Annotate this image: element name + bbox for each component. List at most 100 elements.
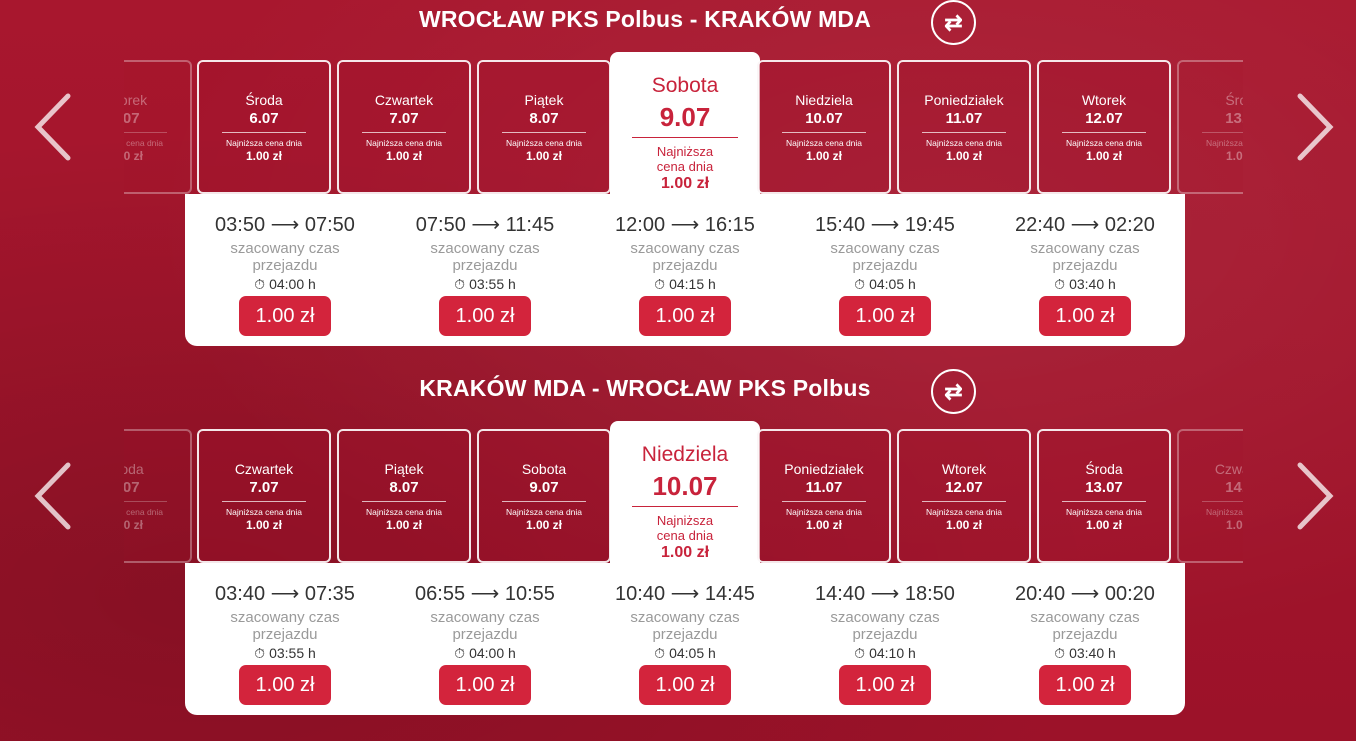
day-name: Piątek xyxy=(524,92,564,108)
buy-ticket-button[interactable]: 1.00 zł xyxy=(839,665,931,705)
stopwatch-icon: ⏱ xyxy=(454,276,466,292)
day-card[interactable]: Poniedziałek 11.07 Najniższa cena dnia 1… xyxy=(897,60,1031,194)
day-card[interactable]: Środa 13.07 Najniższa cena dnia 1.00 zł xyxy=(1177,60,1263,194)
stopwatch-icon: ⏱ xyxy=(654,276,666,292)
swap-arrows-icon: ⇄ xyxy=(944,9,963,35)
day-price: 1.00 zł xyxy=(1085,149,1123,163)
day-card[interactable]: Czwartek 7.07 Najniższa cena dnia 1.00 z… xyxy=(337,60,471,194)
divider xyxy=(362,132,446,133)
prev-days-button[interactable] xyxy=(32,92,76,162)
connection-item: 20:40 ⟶ 00:20 szacowany czas przejazdu ⏱… xyxy=(985,581,1185,705)
day-name: Sobota xyxy=(521,461,567,477)
day-price: 1.00 zł xyxy=(385,518,423,532)
buy-ticket-button[interactable]: 1.00 zł xyxy=(239,296,331,336)
buy-ticket-button[interactable]: 1.00 zł xyxy=(439,296,531,336)
divider xyxy=(124,501,167,502)
day-card[interactable]: Wtorek 12.07 Najniższa cena dnia 1.00 zł xyxy=(897,429,1031,563)
buy-ticket-button[interactable]: 1.00 zł xyxy=(1039,665,1131,705)
divider xyxy=(782,501,866,502)
buy-ticket-button[interactable]: 1.00 zł xyxy=(439,665,531,705)
divider xyxy=(782,132,866,133)
estimated-time-label: szacowany czas przejazdu xyxy=(630,240,740,274)
day-price: 1.00 zł xyxy=(1085,518,1123,532)
duration: ⏱ 04:05 h xyxy=(785,276,985,293)
duration: ⏱ 03:40 h xyxy=(985,645,1185,662)
day-price: 1.00 zł xyxy=(385,149,423,163)
buy-ticket-button[interactable]: 1.00 zł xyxy=(639,296,731,336)
day-date: 7.07 xyxy=(389,110,419,127)
day-price: 1.00 zł xyxy=(805,149,843,163)
day-name: Czwartek xyxy=(1214,461,1274,477)
duration-value: 03:55 h xyxy=(469,276,516,292)
buy-ticket-button[interactable]: 1.00 zł xyxy=(639,665,731,705)
day-card[interactable]: Czwartek 14.07 Najniższa cena dnia 1.00 … xyxy=(1177,429,1274,563)
connection-item: 22:40 ⟶ 02:20 szacowany czas przejazdu ⏱… xyxy=(985,212,1185,336)
duration: ⏱ 04:10 h xyxy=(785,645,985,662)
divider xyxy=(632,137,738,138)
divider xyxy=(502,501,586,502)
day-name: Czwartek xyxy=(374,92,434,108)
buy-ticket-button[interactable]: 1.00 zł xyxy=(1039,296,1131,336)
duration: ⏱ 04:00 h xyxy=(185,276,385,293)
connection-item: 14:40 ⟶ 18:50 szacowany czas przejazdu ⏱… xyxy=(785,581,985,705)
day-card[interactable]: Środa 13.07 Najniższa cena dnia 1.00 zł xyxy=(1037,429,1171,563)
day-name: Czwartek xyxy=(234,461,294,477)
route-title: WROCŁAW PKS Polbus - KRAKÓW MDA xyxy=(418,6,872,32)
next-days-button[interactable] xyxy=(1292,92,1336,162)
buy-ticket-button[interactable]: 1.00 zł xyxy=(239,665,331,705)
day-date: 9.07 xyxy=(659,102,711,132)
day-price: 1.00 zł xyxy=(245,149,283,163)
lowest-price-label: Najniższa cena dnia xyxy=(365,507,443,517)
estimated-time-label: szacowany czas przejazdu xyxy=(830,240,940,274)
lowest-price-label: Najniższa cena dnia xyxy=(365,138,443,148)
swap-direction-button[interactable]: ⇄ xyxy=(931,369,976,414)
day-date: 12.07 xyxy=(1085,110,1123,127)
day-card[interactable]: Środa 6.07 Najniższa cena dnia 1.00 zł xyxy=(197,60,331,194)
day-card[interactable]: Środa 6.07 Najniższa cena dnia 1.00 zł xyxy=(86,429,192,563)
next-days-button[interactable] xyxy=(1292,461,1336,531)
day-card[interactable]: Sobota 9.07 Najniższa cena dnia 1.00 zł xyxy=(477,429,611,563)
connection-item: 12:00 ⟶ 16:15 szacowany czas przejazdu ⏱… xyxy=(585,212,785,336)
divider xyxy=(124,132,167,133)
estimated-time-label: szacowany czas przejazdu xyxy=(630,609,740,643)
lowest-price-label: Najniższa cena dnia xyxy=(1065,138,1143,148)
day-date: 6.07 xyxy=(249,110,279,127)
departure-arrival-times: 20:40 ⟶ 00:20 xyxy=(1015,583,1155,605)
day-card[interactable]: Poniedziałek 11.07 Najniższa cena dnia 1… xyxy=(757,429,891,563)
departure-arrival-times: 15:40 ⟶ 19:45 xyxy=(815,214,955,236)
day-price: 1.00 zł xyxy=(660,175,710,192)
day-name: Środa xyxy=(1225,92,1263,108)
estimated-time-label: szacowany czas przejazdu xyxy=(830,609,940,643)
connections-panel: 03:50 ⟶ 07:50 szacowany czas przejazdu ⏱… xyxy=(185,194,1185,346)
day-card[interactable]: Czwartek 7.07 Najniższa cena dnia 1.00 z… xyxy=(197,429,331,563)
connection-item: 03:50 ⟶ 07:50 szacowany czas przejazdu ⏱… xyxy=(185,212,385,336)
lowest-price-label: Najniższa cena dnia xyxy=(225,507,303,517)
lowest-price-label: Najniższa cena dnia xyxy=(925,507,1003,517)
departure-arrival-times: 22:40 ⟶ 02:20 xyxy=(1015,214,1155,236)
buy-ticket-button[interactable]: 1.00 zł xyxy=(839,296,931,336)
stopwatch-icon: ⏱ xyxy=(454,645,466,661)
day-name: Środa xyxy=(245,92,283,108)
day-card[interactable]: Niedziela 10.07 Najniższa cena dnia 1.00… xyxy=(757,60,891,194)
day-card[interactable]: Wtorek 5.07 Najniższa cena dnia 1.00 zł xyxy=(106,60,192,194)
estimated-time-label: szacowany czas przejazdu xyxy=(1030,240,1140,274)
day-name: Niedziela xyxy=(641,443,729,466)
day-date: 14.07 xyxy=(1225,479,1263,496)
lowest-price-label: Najniższa cena dnia xyxy=(505,138,583,148)
day-price: 1.00 zł xyxy=(106,149,144,163)
day-card[interactable]: Piątek 8.07 Najniższa cena dnia 1.00 zł xyxy=(337,429,471,563)
day-price: 1.00 zł xyxy=(660,544,710,561)
duration-value: 04:15 h xyxy=(669,276,716,292)
day-card[interactable]: Piątek 8.07 Najniższa cena dnia 1.00 zł xyxy=(477,60,611,194)
stopwatch-icon: ⏱ xyxy=(1054,276,1066,292)
swap-direction-button[interactable]: ⇄ xyxy=(931,0,976,45)
day-date: 8.07 xyxy=(529,110,559,127)
lowest-price-label: Najniższa cena dnia xyxy=(785,507,863,517)
day-date: 7.07 xyxy=(249,479,279,496)
day-card-selected[interactable]: Niedziela 10.07 Najniższa cena dnia 1.00… xyxy=(610,421,760,571)
lowest-price-label: Najniższa cena dnia xyxy=(86,507,164,517)
prev-days-button[interactable] xyxy=(32,461,76,531)
departure-arrival-times: 12:00 ⟶ 16:15 xyxy=(615,214,755,236)
day-card-selected[interactable]: Sobota 9.07 Najniższa cena dnia 1.00 zł xyxy=(610,52,760,202)
day-card[interactable]: Wtorek 12.07 Najniższa cena dnia 1.00 zł xyxy=(1037,60,1171,194)
